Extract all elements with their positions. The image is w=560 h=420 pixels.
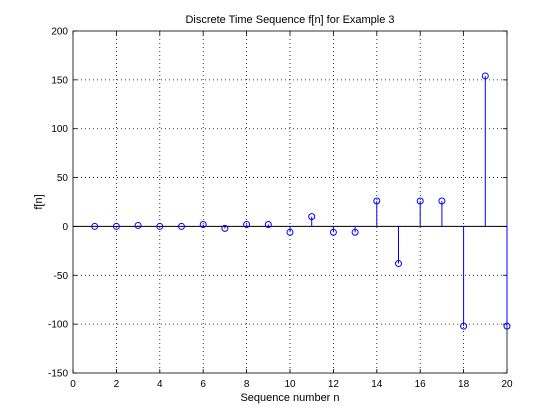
x-tick-label: 0	[70, 379, 76, 390]
y-tick-label: -100	[48, 320, 68, 331]
x-tick-label: 6	[200, 379, 206, 390]
x-tick-label: 14	[371, 379, 383, 390]
y-tick-label: 200	[51, 27, 68, 38]
x-tick-label: 20	[501, 379, 513, 390]
stem-marker	[112, 222, 120, 230]
stem-marker	[308, 213, 316, 221]
stem-marker	[438, 197, 446, 205]
y-tick-label: -50	[54, 271, 69, 282]
stem-marker	[156, 222, 164, 230]
y-tick-label: -150	[48, 369, 68, 380]
stem-marker	[460, 322, 468, 330]
stem-series	[91, 72, 511, 330]
x-tick-label: 8	[244, 379, 250, 390]
x-tick-label: 12	[328, 379, 340, 390]
y-axis-label: f[n]	[33, 194, 45, 209]
stem-marker	[351, 228, 359, 236]
stem-marker	[178, 222, 185, 230]
stem-marker	[286, 228, 294, 236]
stem-marker	[373, 197, 381, 205]
stem-marker	[221, 224, 229, 232]
y-tick-label: 50	[57, 173, 69, 184]
stem-marker	[243, 220, 251, 228]
x-tick-label: 2	[114, 379, 120, 390]
x-tick-label: 18	[458, 379, 470, 390]
ticks: 0 2 4 6 8 10 12 14 16 18 20 -150 -100 -50 0 50 100 150 200	[48, 27, 513, 391]
y-tick-label: 150	[51, 75, 68, 86]
stem-marker	[199, 220, 207, 228]
y-tick-label: 0	[62, 222, 68, 233]
stem-marker	[134, 221, 142, 229]
x-tick-label: 4	[157, 379, 163, 390]
x-axis-label: Sequence number n	[240, 392, 339, 404]
stem-marker	[503, 322, 511, 330]
stem-marker	[264, 220, 272, 228]
stem-marker	[416, 197, 424, 205]
y-tick-label: 100	[51, 124, 68, 135]
x-tick-label: 10	[284, 379, 296, 390]
x-tick-label: 16	[415, 379, 427, 390]
stem-marker	[395, 260, 402, 268]
stem-marker	[481, 72, 489, 80]
stem-marker	[91, 222, 99, 230]
chart-title: Discrete Time Sequence f[n] for Example …	[185, 14, 394, 26]
stem-marker	[329, 228, 337, 236]
